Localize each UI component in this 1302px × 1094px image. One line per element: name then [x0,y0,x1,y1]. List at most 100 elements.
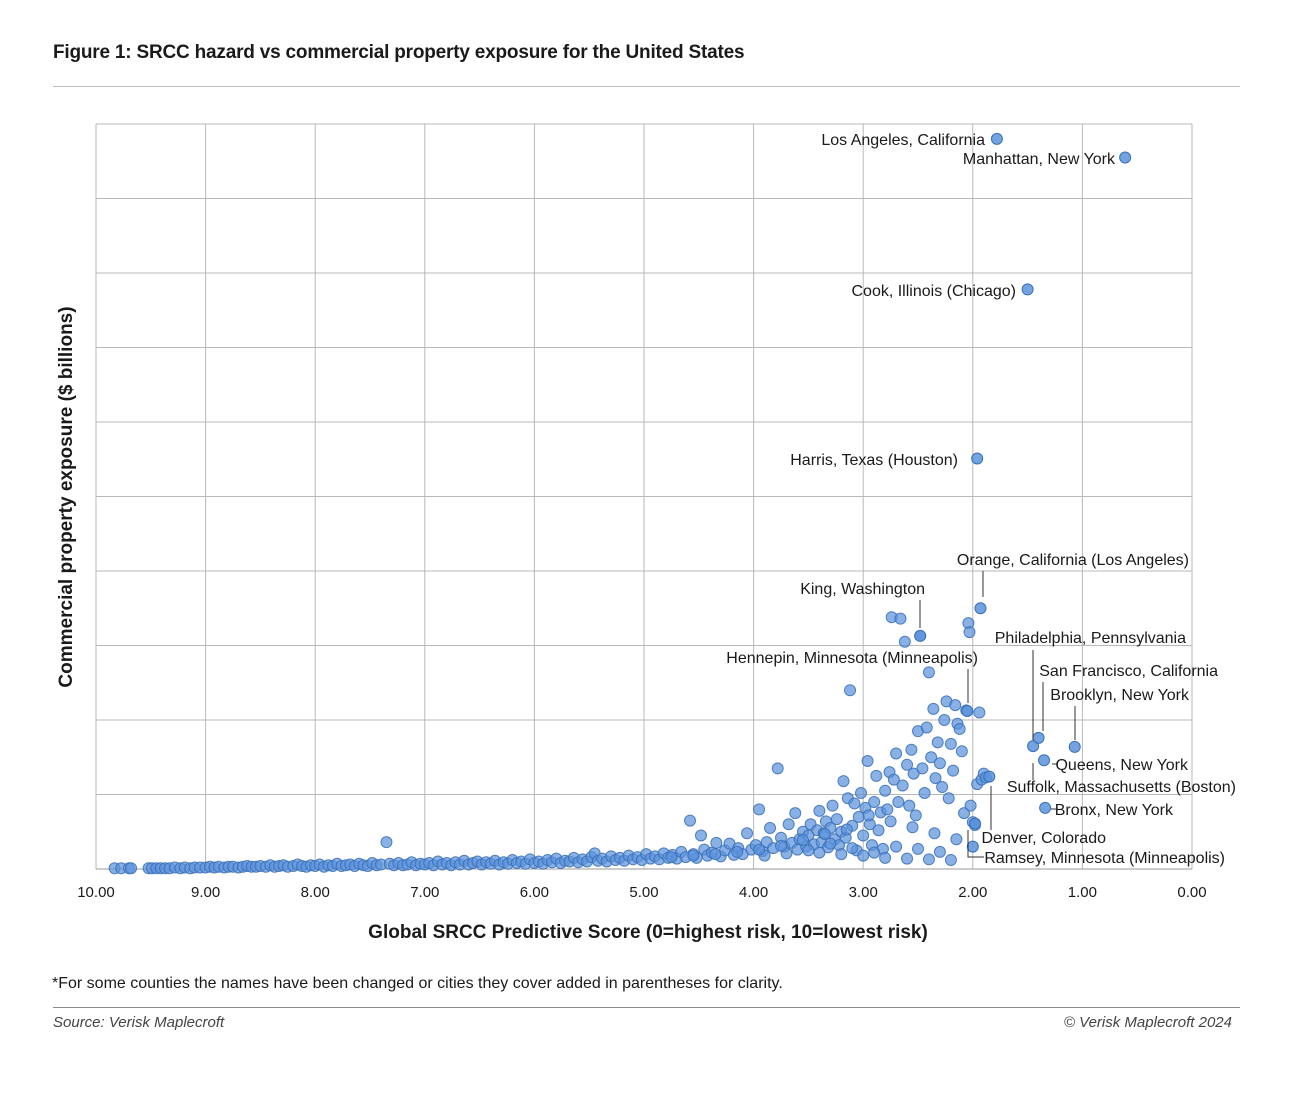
point-annotation: Cook, Illinois (Chicago) [851,283,1016,300]
x-tick-label: 10.00 [77,884,115,901]
data-point [771,762,784,775]
data-point [964,799,977,812]
point-annotation: Queens, New York [1055,757,1189,774]
data-point [709,848,722,861]
x-tick-label: 3.00 [849,884,878,901]
data-point [868,795,881,808]
data-point [955,745,968,758]
y-axis-label: Commercial property exposure ($ billions… [56,306,77,687]
data-point [901,758,914,771]
data-point [944,854,957,867]
data-point [890,747,903,760]
data-point [936,781,949,794]
data-point [881,803,894,816]
x-tick-label: 5.00 [629,884,658,901]
point-annotation: Denver, Colorado [981,830,1106,847]
footnote: *For some counties the names have been c… [52,975,783,992]
point-annotation: Los Angeles, California [821,132,985,149]
labeled-data-point [1119,151,1132,164]
data-point [973,706,986,719]
data-point [775,839,787,852]
data-point [925,751,938,764]
data-point [694,829,707,842]
data-point [963,626,976,639]
x-tick-label: 4.00 [739,884,768,901]
data-point [826,799,839,812]
data-point [782,818,795,831]
x-axis-label: Global SRCC Predictive Score (0=highest … [368,922,928,943]
data-point [710,836,723,849]
data-point [938,714,951,726]
data-point [753,843,766,856]
data-point [879,851,892,864]
x-tick-label: 2.00 [958,884,987,901]
labeled-data-point [1038,754,1051,767]
x-axis-tick-labels: 10.00 9.00 8.00 7.00 6.00 5.00 4.00 3.00 2.00 1.0… [77,884,1206,901]
x-tick-label: 7.00 [410,884,439,901]
point-annotation: Brooklyn, New York [1050,687,1190,704]
data-point [684,814,697,827]
labeled-data-point [1068,740,1081,753]
copyright: © Verisk Maplecroft 2024 [1063,1014,1232,1031]
source-credit: Source: Verisk Maplecroft [53,1014,225,1031]
data-point [927,702,940,715]
labeled-data-point [968,817,981,830]
data-point [929,772,942,785]
data-point [944,737,957,750]
data-point [862,809,875,822]
labeled-data-point [974,602,987,615]
point-annotation: Orange, California (Los Angeles) [957,552,1189,569]
point-annotation: Bronx, New York [1055,802,1174,819]
data-point [909,809,922,822]
data-point [890,840,903,853]
x-tick-label: 8.00 [301,884,330,901]
x-tick-label: 1.00 [1068,884,1097,901]
labeled-data-point [990,132,1003,145]
data-point [665,851,678,864]
data-point [949,699,962,712]
chart-grid [95,123,1193,870]
data-point [870,769,883,782]
point-annotation: Philadelphia, Pennsylvania [995,630,1186,647]
labeled-data-point [1021,283,1034,296]
footer-divider [53,1007,1240,1008]
data-point [741,827,754,840]
point-annotation: San Francisco, California [1039,663,1218,680]
labeled-data-point [971,452,984,465]
title-divider [53,86,1240,87]
data-point [898,635,911,648]
labeled-data-point [1027,740,1040,753]
point-annotation: King, Washington [800,581,925,598]
data-point [731,845,744,858]
data-point [861,754,874,767]
data-point [789,807,802,820]
data-point [958,807,971,820]
data-point [687,849,700,862]
data-point [931,736,944,749]
data-point [922,853,935,866]
data-point [933,757,946,770]
data-point [950,833,963,846]
data-point [837,775,850,788]
data-point [922,666,935,679]
labeled-data-point [1039,801,1052,814]
x-tick-label: 6.00 [520,884,549,901]
data-point [894,612,907,625]
data-point [868,846,881,859]
data-point [879,784,892,797]
data-point [844,684,857,697]
data-point [884,815,897,828]
data-point [846,842,859,855]
x-tick-label: 0.00 [1177,884,1206,901]
point-annotation: Harris, Texas (Houston) [790,452,958,469]
data-point [840,823,853,836]
data-point [855,787,868,800]
data-point [753,803,766,816]
data-point [764,822,777,835]
point-annotation: Ramsey, Minnesota (Minneapolis) [984,850,1225,867]
data-point [912,842,924,855]
chart-title: Figure 1: SRCC hazard vs commercial prop… [53,42,745,63]
data-point [896,779,909,792]
data-point [125,862,138,875]
data-point [947,764,960,777]
